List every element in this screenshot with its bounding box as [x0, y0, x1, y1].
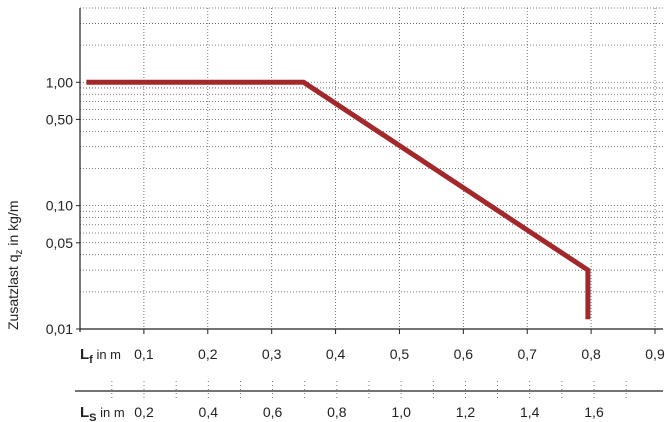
- y-tick-label: 1,00: [46, 74, 73, 90]
- x-tick-label: 0,2: [198, 346, 218, 362]
- x-axis-symbol-sub: f: [89, 354, 93, 366]
- x-tick-label: 0,1: [134, 346, 154, 362]
- x2-tick-label: 1,2: [456, 404, 476, 420]
- series: [86, 79, 591, 320]
- x-tick-label: 0,6: [454, 346, 474, 362]
- x-tick-label: 0,4: [326, 346, 346, 362]
- y-tick-label: 0,01: [46, 321, 73, 337]
- y-tick-label: 0,50: [46, 111, 73, 127]
- x2-tick-label: 0,6: [263, 404, 283, 420]
- x-tick-label: 0,7: [517, 346, 537, 362]
- x-axis-unit: in m: [93, 347, 121, 362]
- y-tick-labels: 0,01 0,05 0,10 0,50 1,00: [46, 74, 80, 337]
- y-axis-title: Zusatzlast qz in kg/m: [5, 201, 25, 331]
- x2-tick-label: 1,4: [520, 404, 540, 420]
- y-axis-title-main: Zusatzlast q: [5, 255, 21, 330]
- x2-tick-label: 1,6: [584, 404, 604, 420]
- x2-tick-label: 0,4: [199, 404, 219, 420]
- x-axis-symbol-main: L: [80, 346, 89, 363]
- x2-axis-symbol-sub: S: [89, 412, 96, 422]
- series-line: [86, 79, 591, 320]
- x2-axis-unit: in m: [97, 405, 125, 420]
- x2-tick-label: 1,0: [391, 404, 411, 420]
- x2-tick-label: 0,8: [327, 404, 347, 420]
- x-tick-label: 0,5: [390, 346, 410, 362]
- x-tick-label: 0,9: [645, 346, 665, 362]
- grid: [80, 7, 663, 329]
- y-tick-label: 0,05: [46, 235, 73, 251]
- y-tick-label: 0,10: [46, 198, 73, 214]
- x2-axis-symbol: LS in m: [80, 404, 125, 422]
- x-tick-label: 0,3: [262, 346, 282, 362]
- y-axis-title-sub: z: [14, 250, 25, 255]
- x-tick-labels: 0,1 0,2 0,3 0,4 0,5 0,6 0,7 0,8 0,9: [134, 329, 665, 362]
- axes: [75, 8, 663, 392]
- x2-axis-symbol-main: L: [80, 404, 89, 421]
- x-axis-symbol: Lf in m: [80, 346, 121, 366]
- x2-tick-label: 0,2: [134, 404, 154, 420]
- x-tick-label: 0,8: [581, 346, 601, 362]
- y-axis-title-unit: in kg/m: [5, 201, 21, 250]
- x2-tick-labels: 0,2 0,4 0,6 0,8 1,0 1,2 1,4 1,6: [111, 381, 627, 420]
